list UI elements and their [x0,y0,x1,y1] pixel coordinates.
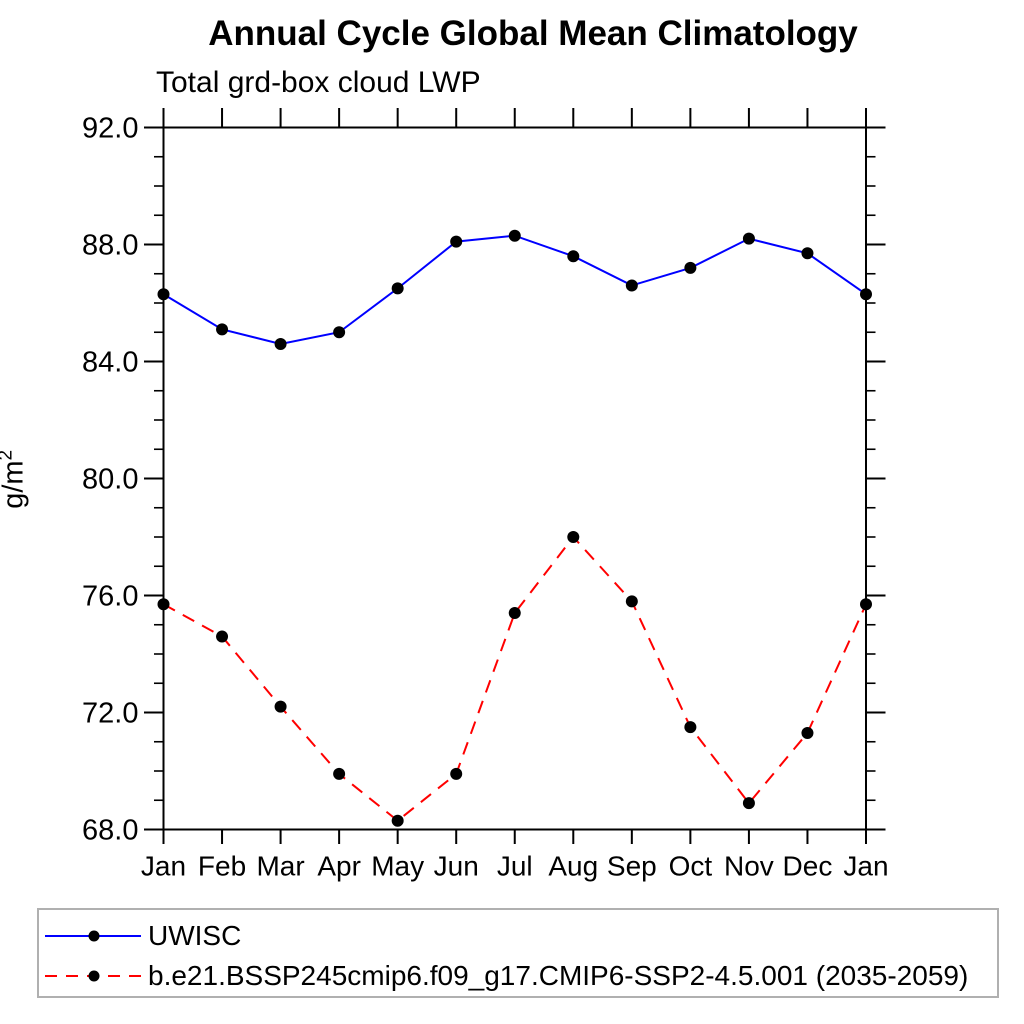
data-marker [450,235,463,248]
legend-label-uwisc: UWISC [148,920,242,951]
data-marker [450,767,463,780]
data-marker [333,767,346,780]
data-marker [684,721,697,734]
data-marker [860,598,872,611]
legend-marker-icon [88,970,100,982]
x-tick-label: Jan [843,851,888,882]
y-tick-label: 92.0 [82,113,138,145]
data-marker [508,229,521,242]
y-tick-label: 80.0 [82,464,138,496]
y-tick-label: 76.0 [82,581,138,613]
y-tick-label: 68.0 [82,815,138,847]
legend-label-model: b.e21.BSSP245cmip6.f09_g17.CMIP6-SSP2-4.… [148,960,969,991]
data-marker [625,595,638,608]
chart-subtitle: Total grd-box cloud LWP [156,66,481,99]
legend-entry-uwisc: UWISC [43,920,242,951]
legend-marker-icon [88,930,100,942]
data-marker [860,288,872,301]
data-marker [274,337,287,350]
data-marker [567,531,580,543]
data-marker [684,261,697,274]
data-marker [157,288,170,301]
data-marker [508,607,521,620]
x-tick-label: Apr [317,851,361,882]
x-tick-label: Jan [141,851,186,882]
data-marker [216,323,229,336]
legend-box: UWISC b.e21.BSSP245cmip6.f09_g17.CMIP6-S… [37,908,999,998]
data-marker [391,282,404,295]
x-tick-label: Feb [198,851,246,882]
data-marker [333,326,346,339]
x-tick-label: Jul [497,851,533,882]
x-tick-label: May [371,851,424,882]
series-line-1 [163,535,867,823]
data-marker [801,247,814,260]
x-tick-label: Mar [256,851,304,882]
x-tick-label: Sep [607,851,657,882]
data-marker [157,598,170,611]
series-line-0 [162,234,867,345]
x-tick-label: Jun [434,851,479,882]
data-marker [742,797,755,810]
y-tick-label: 84.0 [82,347,138,379]
legend-line-sample-solid [45,930,141,942]
x-tick-label: Aug [548,851,598,882]
data-marker [625,279,638,292]
legend-entry-model: b.e21.BSSP245cmip6.f09_g17.CMIP6-SSP2-4.… [43,960,969,991]
data-marker [567,250,580,263]
x-tick-label: Oct [669,851,713,882]
data-marker [274,700,287,713]
chart-title: Annual Cycle Global Mean Climatology [208,14,858,53]
plot-frame [162,126,867,831]
x-tick-label: Nov [724,851,774,882]
data-marker [801,726,814,739]
legend-line-sample-dashed [45,970,141,982]
y-tick-label: 88.0 [82,230,138,262]
data-marker [216,630,229,643]
data-marker [742,232,755,245]
y-tick-label: 72.0 [82,698,138,730]
x-tick-label: Dec [783,851,833,882]
data-marker [391,814,404,827]
